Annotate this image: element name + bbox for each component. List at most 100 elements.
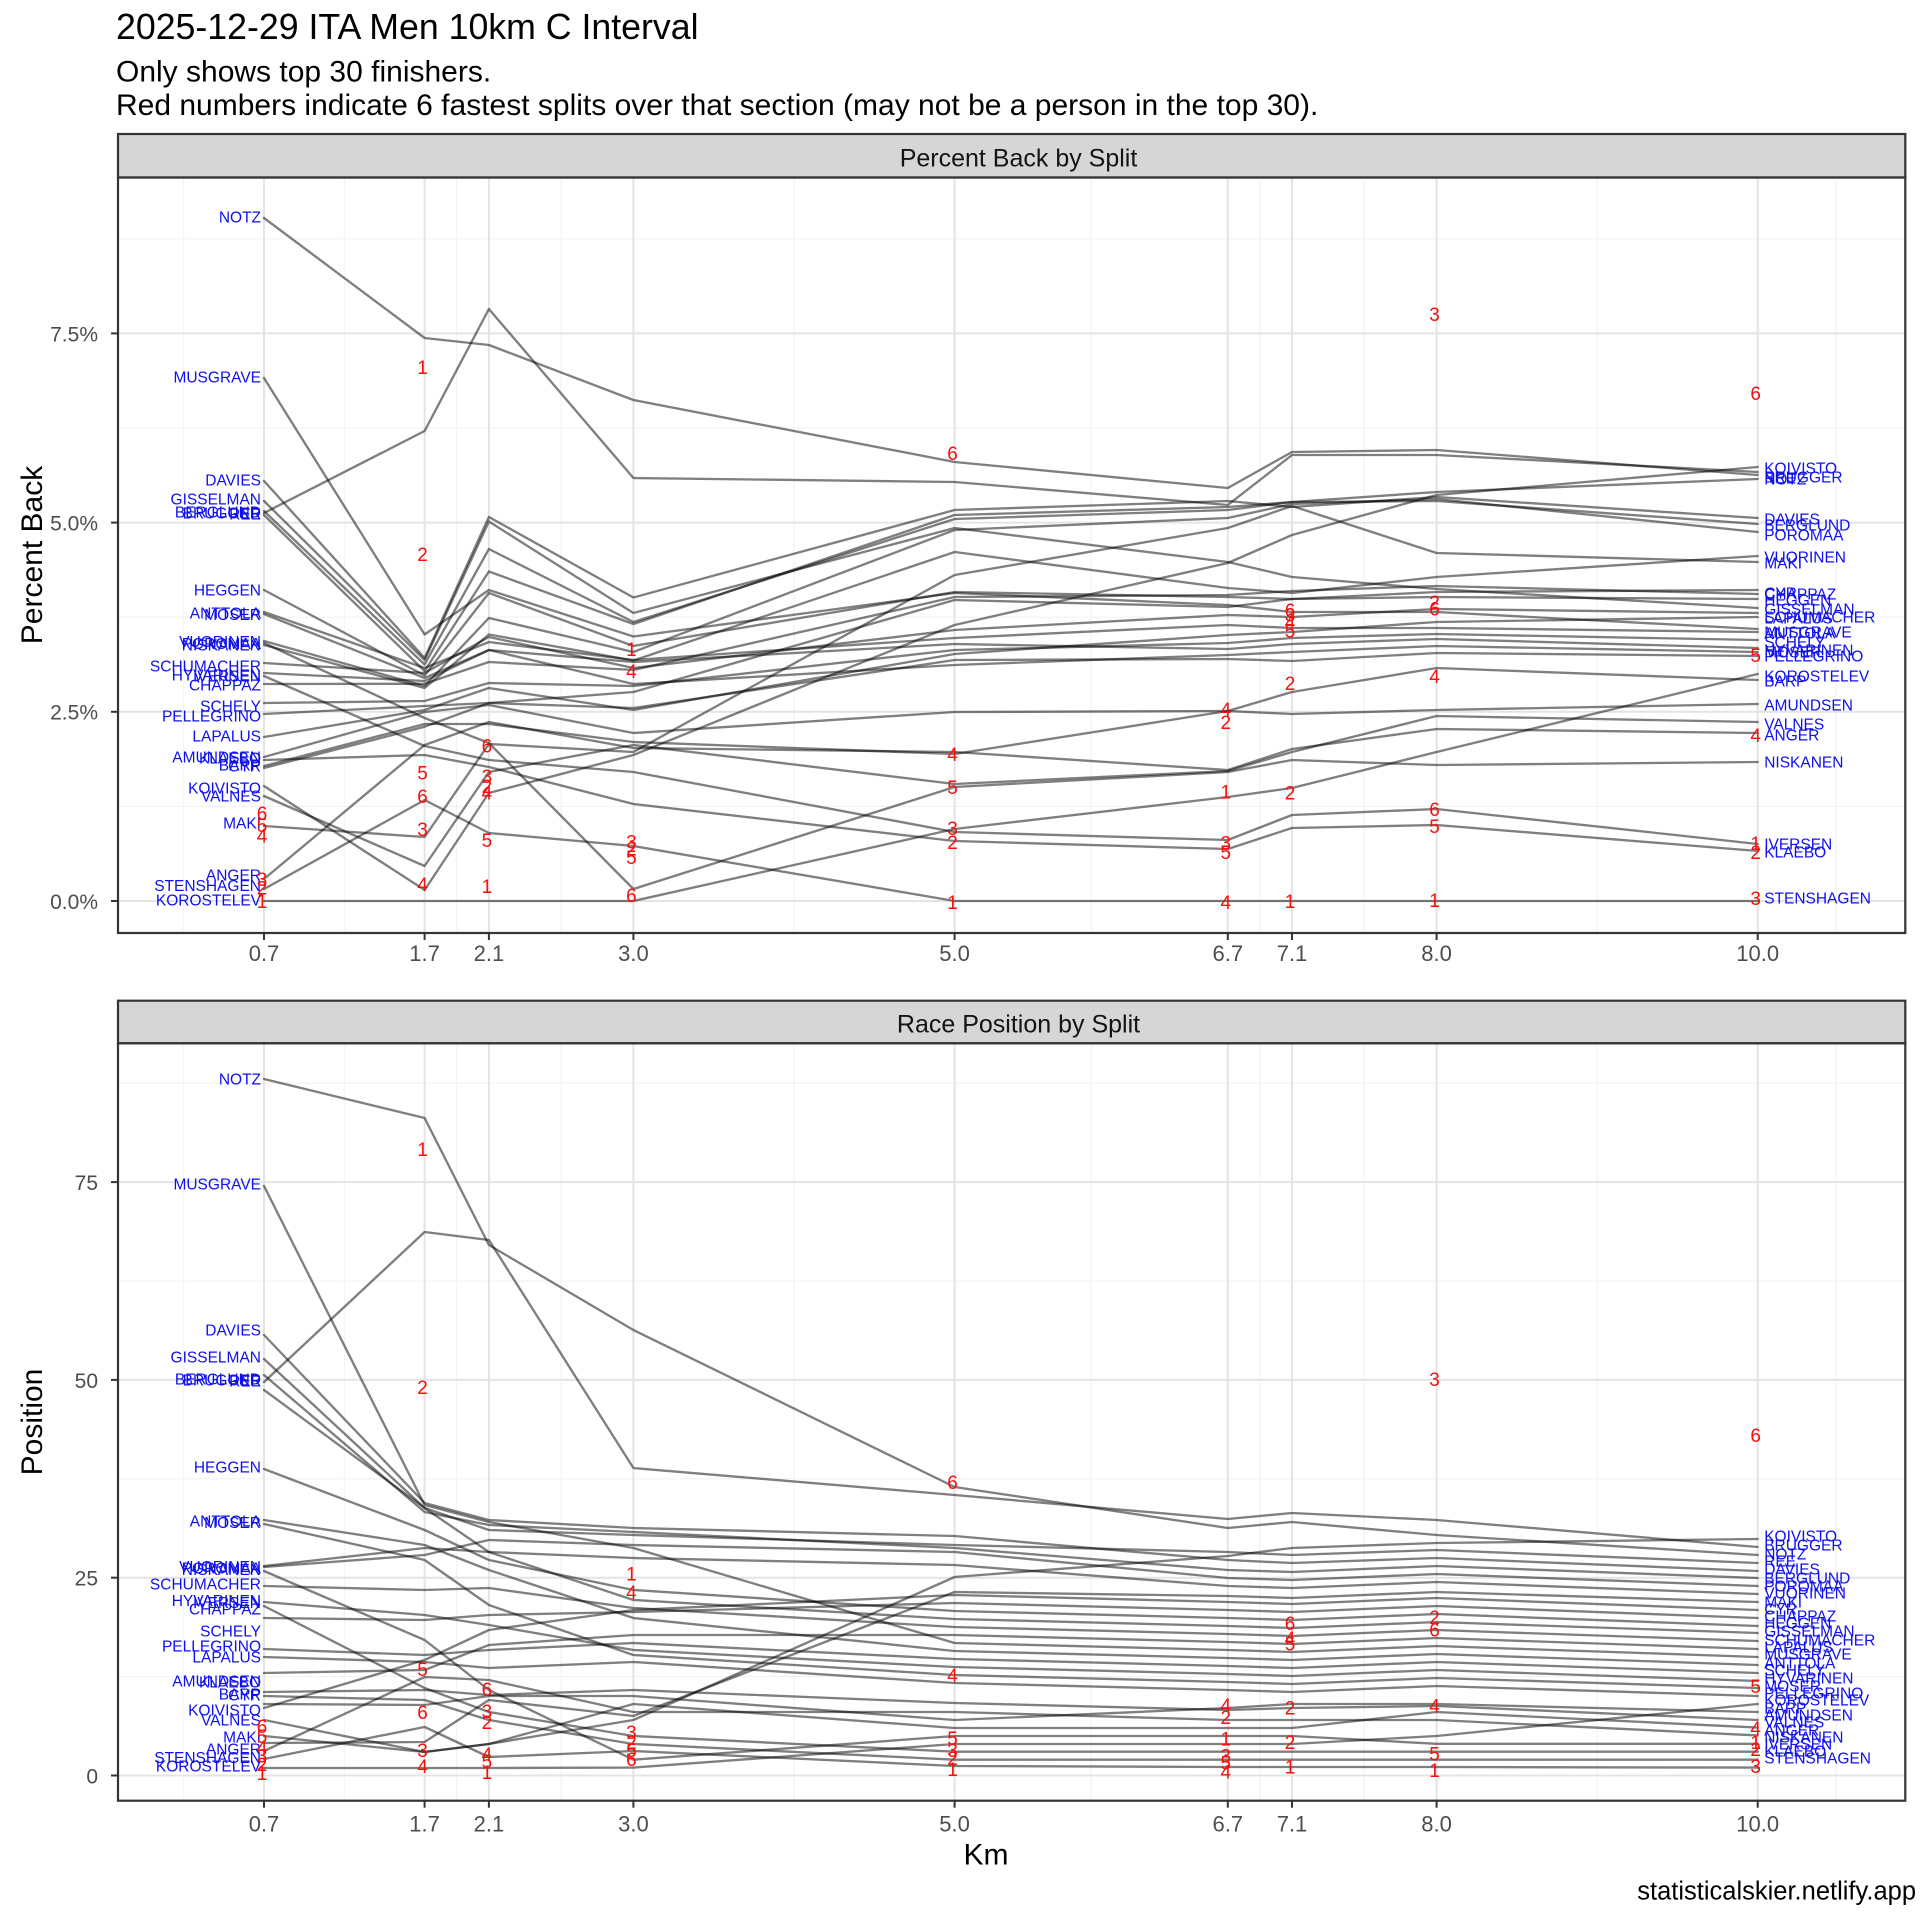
svg-text:BERGLUND: BERGLUND — [175, 1371, 261, 1388]
svg-text:MOSER: MOSER — [204, 607, 261, 624]
svg-text:3: 3 — [1429, 305, 1440, 326]
svg-text:2.5%: 2.5% — [50, 702, 98, 725]
svg-text:CYR: CYR — [1764, 585, 1797, 602]
svg-text:2: 2 — [626, 1733, 637, 1754]
svg-text:1: 1 — [1221, 782, 1232, 803]
svg-text:5.0%: 5.0% — [50, 513, 98, 536]
svg-text:CHAPPAZ: CHAPPAZ — [189, 677, 261, 694]
svg-text:AMUNDSEN: AMUNDSEN — [1764, 1707, 1853, 1724]
svg-text:Only shows top 30 finishers.: Only shows top 30 finishers. — [116, 56, 491, 89]
svg-text:3: 3 — [1221, 1746, 1232, 1767]
svg-text:CHAPPAZ: CHAPPAZ — [189, 1601, 261, 1618]
svg-text:REE: REE — [229, 506, 261, 523]
svg-text:1: 1 — [626, 640, 637, 661]
svg-text:10.0: 10.0 — [1736, 941, 1779, 966]
svg-text:7.1: 7.1 — [1277, 1812, 1308, 1837]
svg-text:LAPALUS: LAPALUS — [1764, 1639, 1833, 1656]
svg-text:MAKI: MAKI — [223, 815, 261, 832]
svg-text:2: 2 — [1429, 1608, 1440, 1629]
svg-text:Race Position by Split: Race Position by Split — [897, 1010, 1140, 1038]
svg-text:6: 6 — [417, 787, 428, 808]
svg-text:POROMAA: POROMAA — [182, 1560, 262, 1577]
svg-text:2: 2 — [417, 1378, 428, 1399]
svg-text:PELLEGRINO: PELLEGRINO — [162, 708, 261, 725]
svg-text:1: 1 — [482, 1763, 493, 1784]
svg-text:1: 1 — [626, 1564, 637, 1585]
svg-text:5.0: 5.0 — [939, 941, 970, 966]
svg-text:NOTZ: NOTZ — [1764, 1546, 1806, 1563]
svg-text:CYR: CYR — [1764, 1601, 1797, 1618]
svg-text:2.1: 2.1 — [474, 941, 505, 966]
svg-text:4: 4 — [257, 826, 268, 847]
svg-text:4: 4 — [1285, 1629, 1296, 1650]
svg-text:5: 5 — [1429, 1744, 1440, 1765]
svg-text:ANGER: ANGER — [206, 1741, 261, 1758]
svg-text:4: 4 — [482, 783, 493, 804]
svg-text:VUORINEN: VUORINEN — [1764, 549, 1846, 566]
svg-text:SCHELY: SCHELY — [200, 1623, 261, 1640]
svg-text:0: 0 — [86, 1765, 98, 1788]
svg-text:4: 4 — [1750, 726, 1761, 747]
svg-text:2: 2 — [1221, 713, 1232, 734]
svg-text:1: 1 — [417, 1140, 428, 1161]
svg-text:3: 3 — [417, 1741, 428, 1762]
svg-text:statisticalskier.netlify.app: statisticalskier.netlify.app — [1637, 1878, 1916, 1906]
svg-text:5: 5 — [626, 1741, 637, 1762]
svg-text:MUSGRAVE: MUSGRAVE — [173, 369, 261, 386]
svg-text:LAPALUS: LAPALUS — [192, 728, 261, 745]
svg-text:MAKI: MAKI — [223, 1729, 261, 1746]
svg-text:HEGGEN: HEGGEN — [1764, 1615, 1831, 1632]
svg-text:AMUNDSEN: AMUNDSEN — [172, 1673, 261, 1690]
svg-text:Percent Back: Percent Back — [16, 465, 49, 644]
svg-text:6: 6 — [482, 1680, 493, 1701]
svg-text:2: 2 — [1285, 783, 1296, 804]
svg-text:0.7: 0.7 — [249, 941, 280, 966]
svg-text:DAVIES: DAVIES — [1764, 1561, 1820, 1578]
svg-text:STENSHAGEN: STENSHAGEN — [154, 1750, 261, 1767]
svg-text:5: 5 — [482, 1752, 493, 1773]
svg-text:4: 4 — [1221, 700, 1232, 721]
svg-text:SCHUMACHER: SCHUMACHER — [1764, 1632, 1875, 1649]
svg-text:6.7: 6.7 — [1213, 1812, 1244, 1837]
svg-text:5: 5 — [482, 831, 493, 852]
svg-text:Red numbers indicate 6 fastest: Red numbers indicate 6 fastest splits ov… — [116, 89, 1318, 122]
svg-text:6: 6 — [947, 444, 958, 465]
svg-text:CYR: CYR — [228, 1687, 261, 1704]
svg-text:4: 4 — [482, 1745, 493, 1766]
svg-text:CYR: CYR — [228, 758, 261, 775]
svg-text:MOSER: MOSER — [1764, 644, 1821, 661]
svg-text:GISSELMAN: GISSELMAN — [171, 1349, 261, 1366]
svg-text:3: 3 — [257, 1746, 268, 1767]
svg-text:3.0: 3.0 — [618, 1812, 649, 1837]
svg-text:MUSGRAVE: MUSGRAVE — [1764, 1646, 1852, 1663]
svg-text:2: 2 — [257, 878, 268, 899]
svg-text:1.7: 1.7 — [409, 1812, 440, 1837]
svg-text:SCHUMACHER: SCHUMACHER — [150, 1576, 261, 1593]
svg-text:KOROSTELEV: KOROSTELEV — [156, 892, 262, 909]
svg-text:75: 75 — [75, 1172, 98, 1195]
svg-text:2: 2 — [417, 545, 428, 566]
svg-text:ANTTOLA: ANTTOLA — [190, 605, 262, 622]
svg-text:GISSELMAN: GISSELMAN — [1764, 1623, 1854, 1640]
svg-text:BRUGGER: BRUGGER — [183, 1372, 261, 1389]
svg-text:VUORINEN: VUORINEN — [179, 634, 261, 651]
svg-text:5: 5 — [947, 778, 958, 799]
svg-text:PELLEGRINO: PELLEGRINO — [162, 1638, 261, 1655]
svg-text:4: 4 — [417, 875, 428, 896]
svg-text:6: 6 — [1285, 1614, 1296, 1635]
svg-text:STENSHAGEN: STENSHAGEN — [1764, 890, 1871, 907]
svg-text:6: 6 — [1429, 599, 1440, 620]
svg-text:0.0%: 0.0% — [50, 891, 98, 914]
svg-text:STENSHAGEN: STENSHAGEN — [154, 878, 261, 895]
svg-text:6: 6 — [257, 804, 268, 825]
svg-text:4: 4 — [1221, 1762, 1232, 1783]
svg-text:2: 2 — [1221, 1708, 1232, 1729]
svg-text:MAKI: MAKI — [1764, 555, 1802, 572]
svg-text:4: 4 — [947, 1666, 958, 1687]
svg-text:VUORINEN: VUORINEN — [1764, 1585, 1846, 1602]
svg-text:2: 2 — [1429, 593, 1440, 614]
svg-text:MOSER: MOSER — [1764, 1678, 1821, 1695]
svg-text:REE: REE — [1764, 1553, 1796, 1570]
svg-text:6: 6 — [417, 1703, 428, 1724]
svg-text:5: 5 — [626, 848, 637, 869]
